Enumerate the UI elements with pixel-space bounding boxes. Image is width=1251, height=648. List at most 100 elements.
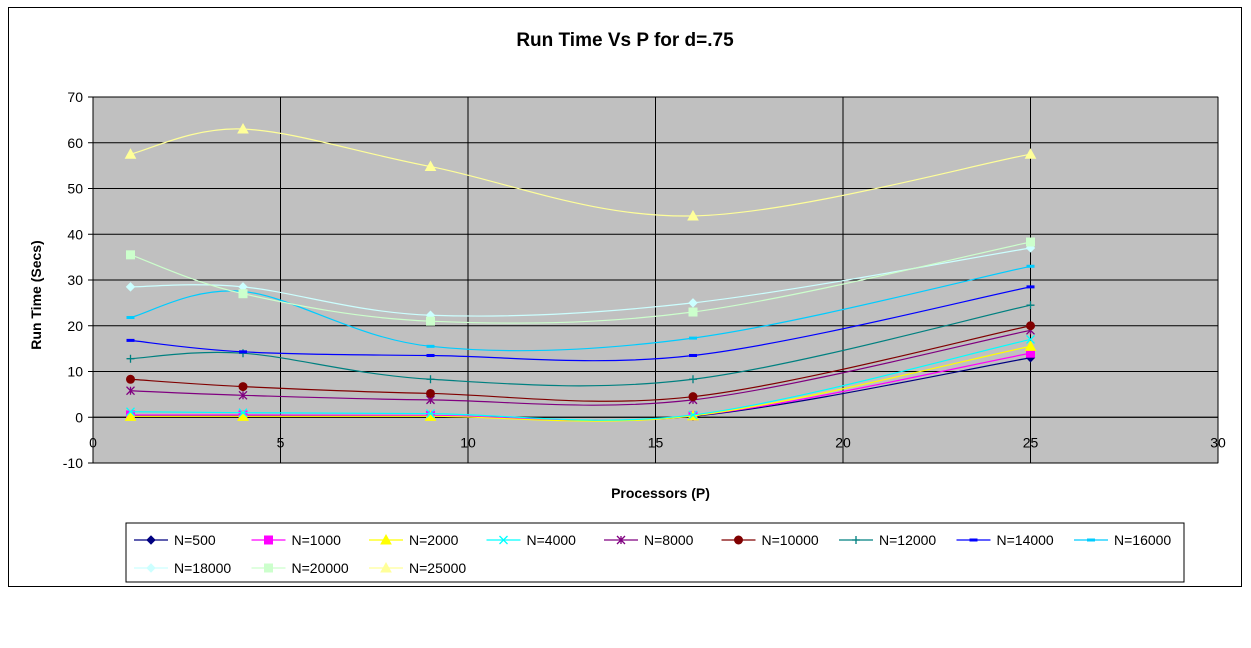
legend-marker xyxy=(146,535,156,545)
legend: N=500 N=1000 N=2000 N=4000 N=8000 N=10000 N=12… xyxy=(125,522,1185,583)
chart-title: Run Time Vs P for d=.75 xyxy=(516,30,734,51)
x-tick-label: 15 xyxy=(648,434,664,450)
legend-item: N=12000 xyxy=(839,532,936,548)
legend-marker xyxy=(264,563,273,573)
data-point xyxy=(1024,340,1037,351)
data-point xyxy=(126,354,135,363)
data-point xyxy=(125,282,136,292)
data-point xyxy=(237,122,249,134)
legend-label: N=500 xyxy=(174,532,216,548)
series-line xyxy=(130,128,1031,217)
legend-item: N=16000 xyxy=(1074,532,1171,548)
legend-item: N=25000 xyxy=(369,560,466,576)
legend-label: N=16000 xyxy=(1114,532,1171,548)
legend-item: N=10000 xyxy=(721,532,819,548)
data-point xyxy=(1026,237,1035,247)
data-point xyxy=(426,388,435,398)
data-point xyxy=(239,350,247,354)
data-point xyxy=(426,409,435,419)
data-point xyxy=(689,336,697,340)
legend-box xyxy=(125,522,1185,583)
data-point xyxy=(238,408,248,418)
series-line xyxy=(130,345,1031,422)
y-tick-label: 20 xyxy=(67,318,83,334)
x-tick-label: 5 xyxy=(277,434,285,450)
series-line xyxy=(130,241,1031,324)
series-n-20000 xyxy=(126,237,1035,326)
data-point xyxy=(126,338,135,342)
legend-label: N=8000 xyxy=(644,532,694,548)
series-line xyxy=(130,352,1031,421)
legend-item: N=14000 xyxy=(956,532,1054,548)
legend-marker xyxy=(380,533,392,545)
legend-marker xyxy=(499,535,508,545)
y-axis-label: Run Time (Secs) xyxy=(28,240,44,349)
data-point xyxy=(689,375,697,384)
series-line xyxy=(130,265,1031,352)
legend-label: N=2000 xyxy=(409,532,459,548)
x-tick-label: 25 xyxy=(1023,434,1039,450)
data-point xyxy=(424,160,437,172)
data-point xyxy=(124,148,137,159)
legend-item: N=8000 xyxy=(604,532,694,548)
series-layer xyxy=(124,122,1037,422)
series-n-25000 xyxy=(124,122,1037,221)
series-line xyxy=(130,329,1031,406)
y-tick-label: 50 xyxy=(67,181,83,197)
y-tick-label: -10 xyxy=(63,455,83,471)
data-point xyxy=(124,410,137,421)
legend-item: N=2000 xyxy=(369,532,459,548)
data-point xyxy=(126,386,135,396)
data-point xyxy=(1026,301,1035,310)
line-chart: Run Time Vs P for d=.75 -10 0 10 20 30 40 50 60… xyxy=(28,30,1226,583)
data-point xyxy=(238,382,248,392)
data-point xyxy=(126,316,135,320)
legend-label: N=12000 xyxy=(879,532,936,548)
legend-label: N=1000 xyxy=(292,532,342,548)
y-tick-label: 40 xyxy=(67,226,83,242)
series-n-10000 xyxy=(126,321,1035,402)
data-point xyxy=(238,390,248,400)
x-tick-label: 20 xyxy=(835,434,851,450)
legend-marker xyxy=(380,561,392,573)
data-point xyxy=(126,250,135,260)
series-n-2000 xyxy=(124,340,1037,422)
data-point xyxy=(1024,148,1037,159)
legend-label: N=18000 xyxy=(174,560,231,576)
y-tick-label: 70 xyxy=(67,89,83,105)
series-line xyxy=(130,247,1031,317)
data-point xyxy=(689,353,697,357)
data-point xyxy=(688,298,698,308)
legend-label: N=20000 xyxy=(292,560,349,576)
legend-label: N=10000 xyxy=(762,532,819,548)
legend-item: N=20000 xyxy=(251,560,349,576)
data-point xyxy=(238,289,248,299)
legend-marker xyxy=(852,536,860,544)
series-line xyxy=(130,338,1031,421)
data-point xyxy=(1026,335,1035,344)
x-tick-label: 10 xyxy=(460,434,476,450)
data-point xyxy=(126,374,135,384)
data-point xyxy=(126,407,135,417)
series-n-12000 xyxy=(126,301,1035,387)
legend-label: N=4000 xyxy=(527,532,577,548)
data-point xyxy=(1026,285,1035,289)
legend-marker xyxy=(969,538,978,542)
x-tick-label: 30 xyxy=(1210,434,1226,450)
data-point xyxy=(1026,321,1035,331)
data-point xyxy=(688,392,698,402)
series-line xyxy=(130,286,1031,362)
x-axis-label: Processors (P) xyxy=(611,485,710,501)
data-point xyxy=(426,375,435,384)
y-tick-label: 10 xyxy=(67,364,83,380)
chart-frame: Run Time Vs P for d=.75 -10 0 10 20 30 40 50 60… xyxy=(8,7,1242,587)
legend-marker xyxy=(146,563,156,573)
y-tick-label: 60 xyxy=(67,135,83,151)
data-point xyxy=(688,307,698,317)
legend-item: N=500 xyxy=(134,532,216,548)
legend-marker xyxy=(616,535,626,545)
legend-item: N=4000 xyxy=(486,532,577,548)
legend-label: N=25000 xyxy=(409,560,466,576)
legend-item: N=1000 xyxy=(251,532,342,548)
series-line xyxy=(130,304,1031,387)
